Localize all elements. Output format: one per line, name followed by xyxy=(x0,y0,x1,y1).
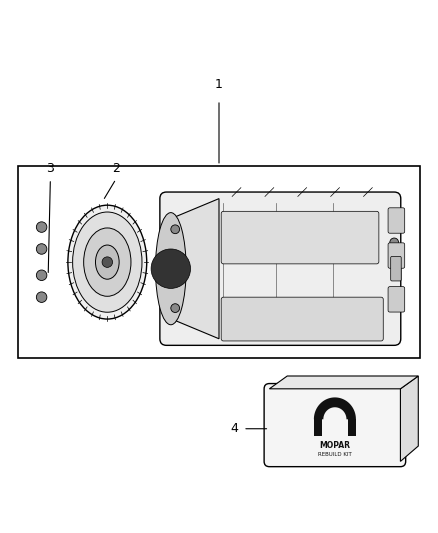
Bar xyxy=(314,419,322,436)
Text: MOPAR: MOPAR xyxy=(319,441,350,450)
Circle shape xyxy=(102,257,113,268)
Polygon shape xyxy=(166,199,219,339)
Circle shape xyxy=(36,222,47,232)
FancyBboxPatch shape xyxy=(264,384,406,467)
Ellipse shape xyxy=(95,245,119,279)
Circle shape xyxy=(171,304,180,312)
FancyBboxPatch shape xyxy=(388,243,405,268)
Circle shape xyxy=(171,225,180,233)
Circle shape xyxy=(390,290,399,300)
Polygon shape xyxy=(269,376,418,389)
FancyBboxPatch shape xyxy=(391,256,401,281)
Polygon shape xyxy=(400,376,418,462)
Text: 2: 2 xyxy=(112,161,120,174)
Circle shape xyxy=(36,292,47,302)
FancyBboxPatch shape xyxy=(221,211,379,264)
Text: REBUILD KIT: REBUILD KIT xyxy=(318,451,352,457)
Ellipse shape xyxy=(84,228,131,296)
Circle shape xyxy=(151,249,191,288)
Circle shape xyxy=(36,270,47,280)
Ellipse shape xyxy=(68,205,147,319)
Text: 3: 3 xyxy=(46,161,54,174)
Polygon shape xyxy=(314,398,356,419)
FancyBboxPatch shape xyxy=(388,208,405,233)
FancyBboxPatch shape xyxy=(221,297,383,341)
FancyBboxPatch shape xyxy=(388,287,405,312)
FancyBboxPatch shape xyxy=(160,192,401,345)
Circle shape xyxy=(36,244,47,254)
Text: 4: 4 xyxy=(231,422,239,435)
Ellipse shape xyxy=(155,213,186,325)
Bar xyxy=(348,419,356,436)
Ellipse shape xyxy=(73,212,142,312)
Text: 1: 1 xyxy=(215,78,223,91)
Circle shape xyxy=(390,238,399,247)
